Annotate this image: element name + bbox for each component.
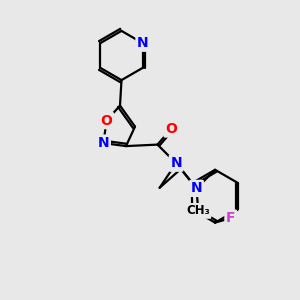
Text: N: N: [137, 36, 148, 50]
Text: O: O: [100, 114, 112, 128]
Text: N: N: [191, 182, 202, 195]
Text: F: F: [226, 211, 236, 225]
Text: CH₃: CH₃: [186, 204, 210, 218]
Text: N: N: [170, 156, 182, 170]
Text: N: N: [98, 136, 109, 150]
Text: O: O: [165, 122, 177, 136]
